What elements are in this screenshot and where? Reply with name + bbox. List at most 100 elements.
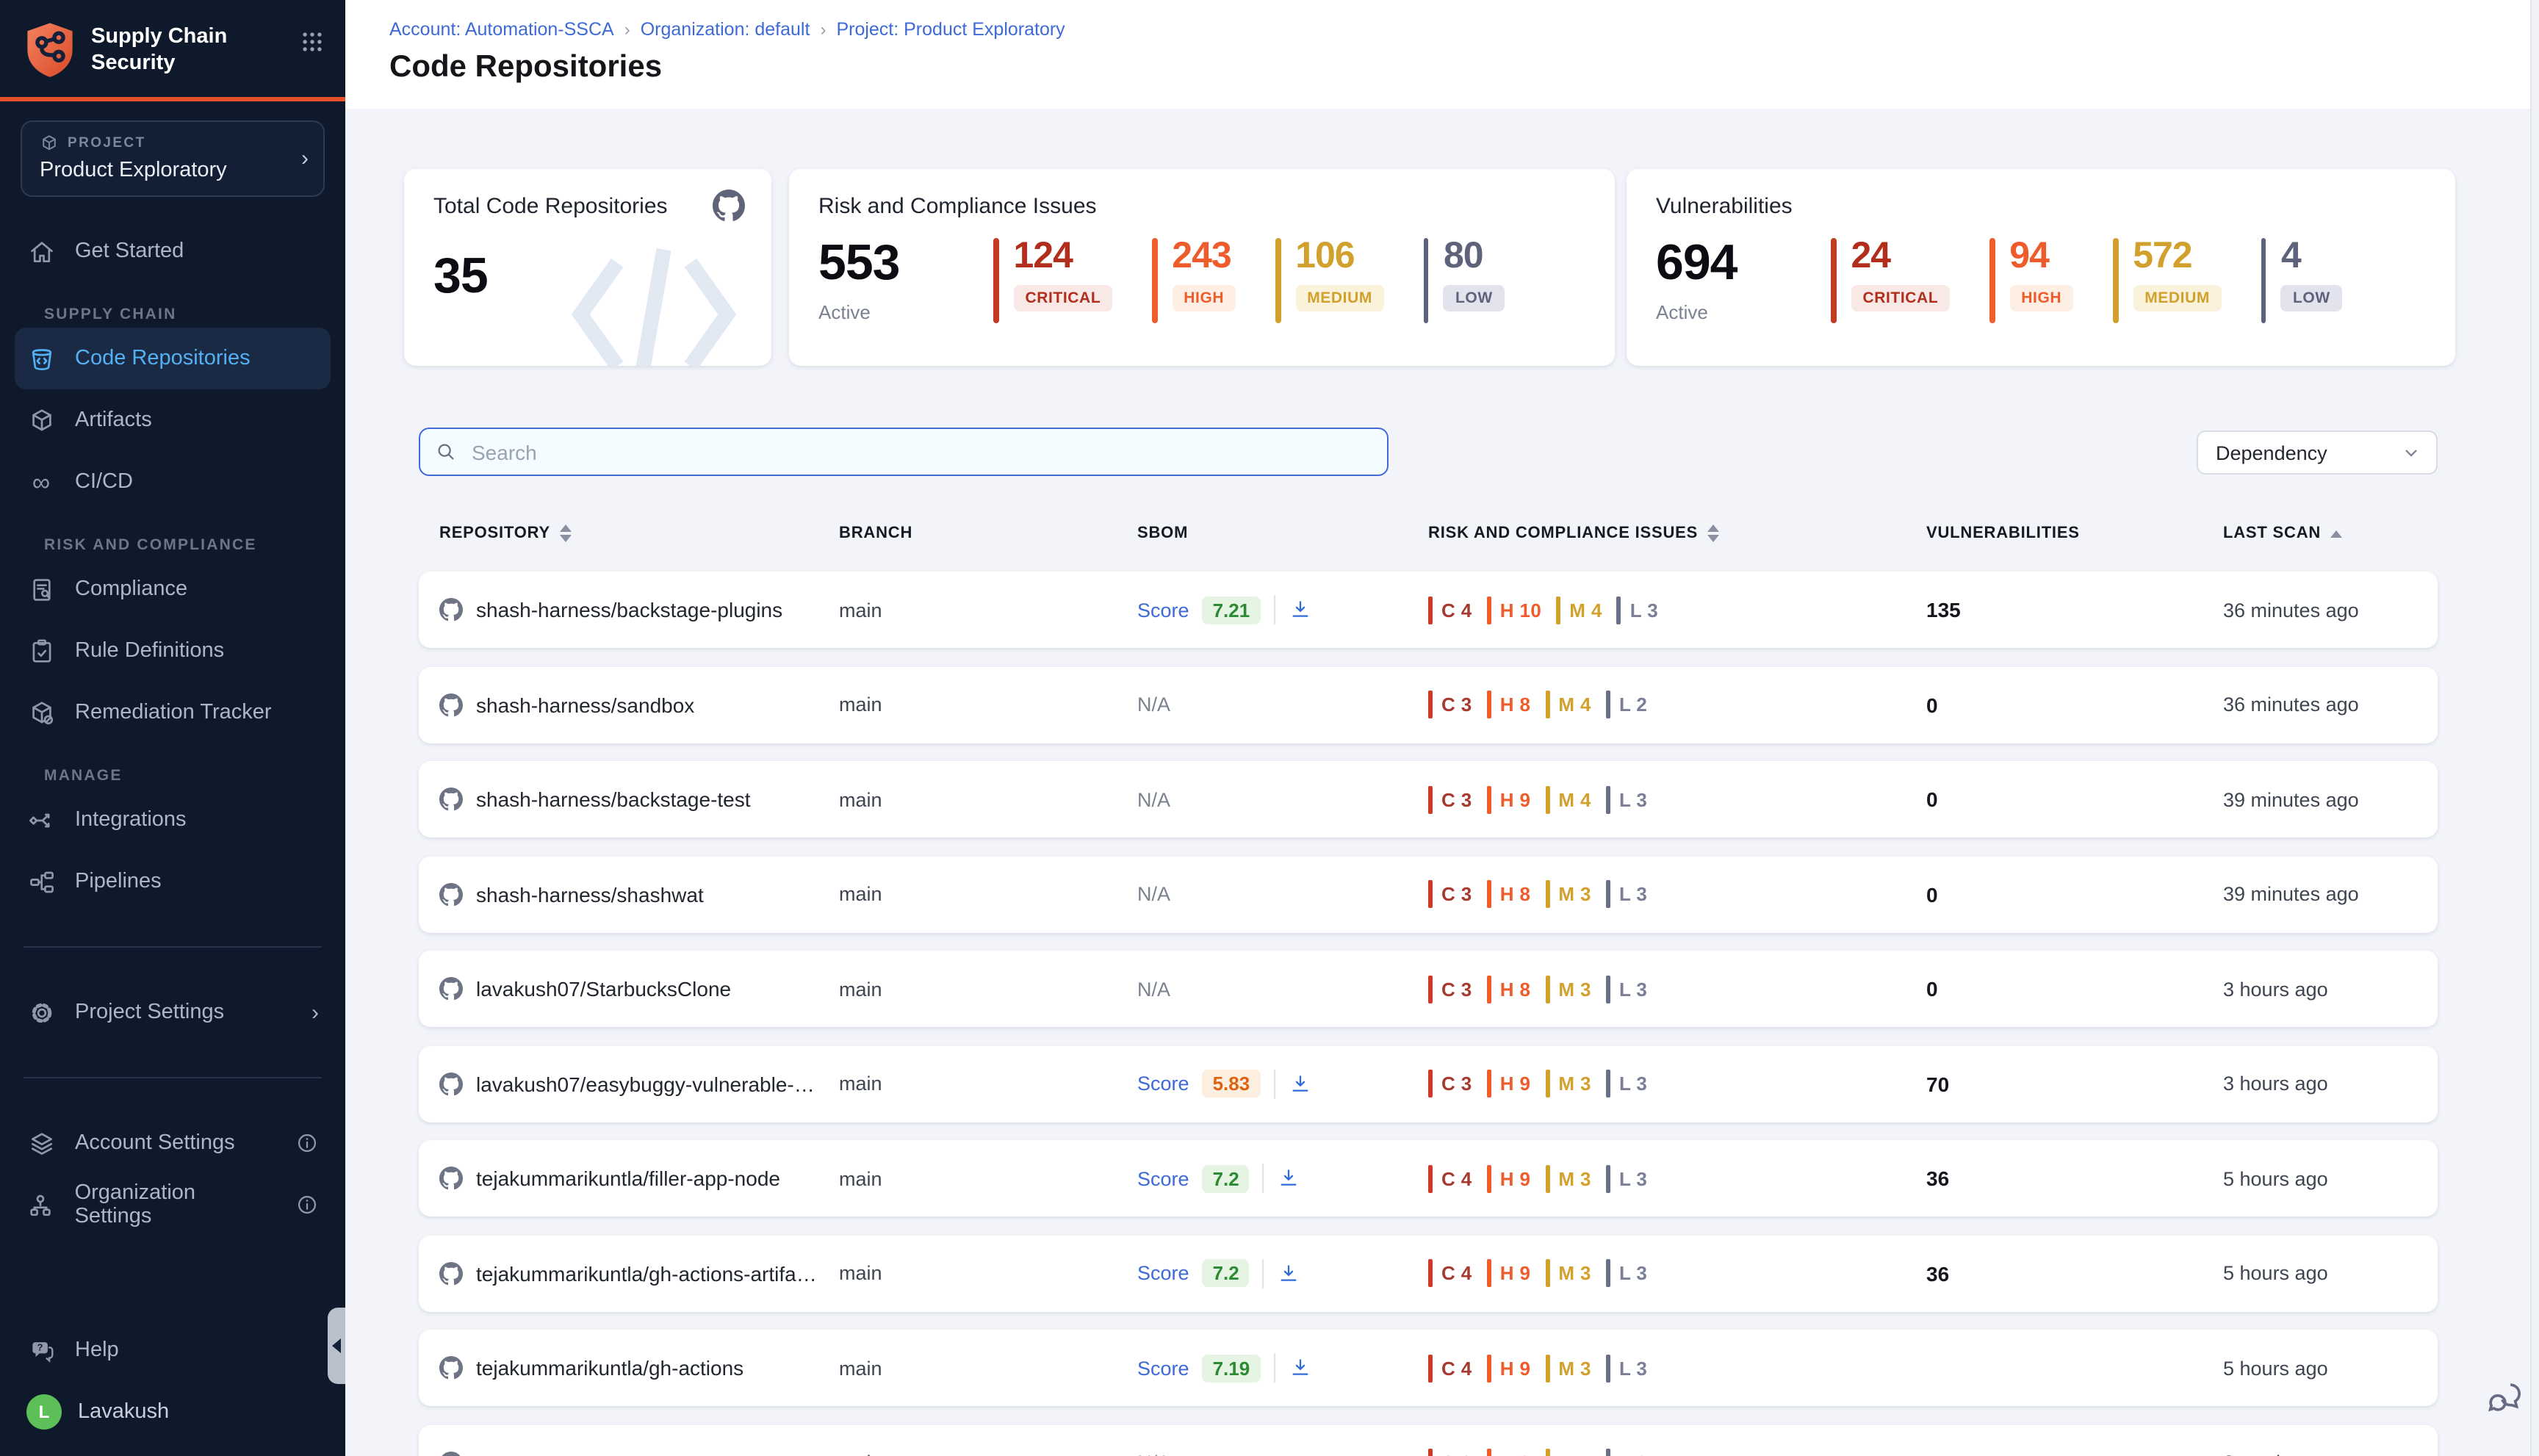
- repository-name[interactable]: shash-harness/backstage-test: [476, 788, 751, 811]
- risk-chip-high: H 9: [1487, 785, 1531, 813]
- download-sbom-icon[interactable]: [1288, 598, 1311, 621]
- repository-cell[interactable]: shash-harness/backstage-test: [439, 788, 839, 811]
- repository-cell[interactable]: shash-harness/sandbox: [439, 693, 839, 716]
- severity-badge: CRITICAL: [1851, 285, 1950, 311]
- repository-cell[interactable]: lavakush07/argocd-hub-spoke-demo: [439, 1451, 839, 1456]
- download-sbom-icon[interactable]: [1288, 1072, 1311, 1095]
- sidebar-item-rule-definitions[interactable]: Rule Definitions: [0, 620, 345, 682]
- sidebar-item-compliance[interactable]: Compliance: [0, 558, 345, 620]
- user-name: Lavakush: [78, 1400, 169, 1424]
- table-row[interactable]: shash-harness/backstage-plugins main Sco…: [419, 572, 2438, 648]
- sidebar-item-help[interactable]: ? Help: [0, 1319, 345, 1381]
- breadcrumb-link[interactable]: Organization: default: [641, 19, 810, 40]
- brand-accent-line: [0, 97, 345, 101]
- breadcrumb-link[interactable]: Account: Automation-SSCA: [389, 19, 614, 40]
- severity-critical: 124 CRITICAL: [993, 238, 1112, 323]
- repository-cell[interactable]: tejakummarikuntla/filler-app-node: [439, 1167, 839, 1190]
- risk-chip-low: L 3: [1606, 1354, 1647, 1382]
- repository-cell[interactable]: lavakush07/easybuggy-vulnerable-app...: [439, 1072, 839, 1095]
- breadcrumb: Account: Automation-SSCA›Organization: d…: [389, 19, 2539, 40]
- repository-name[interactable]: lavakush07/argocd-hub-spoke-demo: [476, 1451, 810, 1456]
- sidebar-item-code-repositories[interactable]: Code Repositories: [15, 328, 331, 389]
- repository-name[interactable]: shash-harness/shashwat: [476, 882, 704, 906]
- info-icon: [295, 1193, 319, 1217]
- sidebar-item-pipelines[interactable]: Pipelines: [0, 851, 345, 912]
- risk-chip-medium: M 4: [1556, 596, 1602, 624]
- sbom-cell: Score 7.21: [1137, 595, 1428, 624]
- repository-name[interactable]: lavakush07/easybuggy-vulnerable-app...: [476, 1072, 821, 1095]
- sbom-score-link[interactable]: Score: [1137, 1073, 1189, 1095]
- repository-name[interactable]: tejakummarikuntla/gh-actions-artifacts: [476, 1261, 821, 1285]
- github-icon: [439, 598, 463, 621]
- risk-chip-value: L 3: [1619, 1167, 1647, 1189]
- dependency-dropdown[interactable]: Dependency: [2197, 430, 2438, 475]
- repository-name[interactable]: shash-harness/backstage-plugins: [476, 598, 782, 621]
- table-row[interactable]: lavakush07/argocd-hub-spoke-demo main N/…: [419, 1424, 2438, 1456]
- repository-name[interactable]: shash-harness/sandbox: [476, 693, 694, 716]
- risk-chip-low: L 3: [1606, 785, 1647, 813]
- info-icon: [295, 1131, 319, 1155]
- sbom-score-link[interactable]: Score: [1137, 1167, 1189, 1189]
- page-header: Account: Automation-SSCA›Organization: d…: [345, 0, 2539, 109]
- download-sbom-icon[interactable]: [1278, 1261, 1301, 1285]
- risk-chip-value: H 9: [1500, 1452, 1531, 1456]
- repository-name[interactable]: tejakummarikuntla/gh-actions: [476, 1356, 743, 1380]
- repository-cell[interactable]: shash-harness/shashwat: [439, 882, 839, 906]
- repository-cell[interactable]: shash-harness/backstage-plugins: [439, 598, 839, 621]
- code-repo-icon: [26, 345, 56, 372]
- repository-cell[interactable]: lavakush07/StarbucksClone: [439, 977, 839, 1001]
- column-header-last-scan[interactable]: LAST SCAN: [2223, 525, 2438, 542]
- sort-icon[interactable]: [559, 525, 571, 542]
- repository-cell[interactable]: tejakummarikuntla/gh-actions: [439, 1356, 839, 1380]
- divider: [1263, 1164, 1264, 1193]
- sidebar-item-get-started[interactable]: Get Started: [0, 220, 345, 282]
- search-input[interactable]: [469, 439, 1372, 465]
- table-row[interactable]: tejakummarikuntla/gh-actions main Score …: [419, 1330, 2438, 1406]
- vulnerabilities-cell: 135: [1926, 598, 2223, 621]
- risk-chip-medium: M 3: [1545, 1354, 1591, 1382]
- sidebar-item-account-settings[interactable]: Account Settings: [0, 1112, 345, 1174]
- risk-chip-medium: M 3: [1545, 880, 1591, 908]
- severity-bar: [993, 238, 998, 323]
- sidebar-item-artifacts[interactable]: Artifacts: [0, 389, 345, 451]
- column-header-repository[interactable]: REPOSITORY: [439, 525, 839, 542]
- download-sbom-icon[interactable]: [1288, 1356, 1311, 1380]
- breadcrumb-link[interactable]: Project: Product Exploratory: [836, 19, 1065, 40]
- table-row[interactable]: lavakush07/StarbucksClone main N/A C 3 H…: [419, 951, 2438, 1027]
- download-sbom-icon[interactable]: [1278, 1167, 1301, 1190]
- risk-chip-value: C 3: [1441, 978, 1472, 1000]
- severity-count: 572: [2133, 235, 2192, 276]
- app-title: Supply Chain Security: [91, 21, 285, 77]
- user-menu[interactable]: L Lavakush: [0, 1381, 345, 1447]
- table-row[interactable]: shash-harness/backstage-test main N/A C …: [419, 761, 2438, 837]
- table-row[interactable]: tejakummarikuntla/gh-actions-artifacts m…: [419, 1235, 2438, 1311]
- severity-bar: [1606, 880, 1610, 908]
- column-header-risk-and-compliance-issues[interactable]: RISK AND COMPLIANCE ISSUES: [1428, 525, 1926, 542]
- sidebar-item-organization-settings[interactable]: Organization Settings: [0, 1174, 345, 1236]
- severity-bar: [1606, 785, 1610, 813]
- app-switcher-grid-icon[interactable]: [300, 29, 325, 62]
- sbom-score-link[interactable]: Score: [1137, 1357, 1189, 1379]
- repository-name[interactable]: lavakush07/StarbucksClone: [476, 977, 731, 1001]
- table-row[interactable]: shash-harness/shashwat main N/A C 3 H 8 …: [419, 856, 2438, 932]
- risk-chip-value: L 3: [1630, 599, 1658, 621]
- sidebar-item-label: Organization Settings: [75, 1181, 276, 1228]
- project-selector[interactable]: PROJECT Product Exploratory ›: [21, 120, 325, 197]
- repository-cell[interactable]: tejakummarikuntla/gh-actions-artifacts: [439, 1261, 839, 1285]
- sidebar-item-ci-cd[interactable]: ∞CI/CD: [0, 451, 345, 513]
- sidebar-collapse-handle[interactable]: [328, 1308, 345, 1384]
- table-row[interactable]: lavakush07/easybuggy-vulnerable-app... m…: [419, 1045, 2438, 1122]
- sbom-score-link[interactable]: Score: [1137, 1262, 1189, 1284]
- table-row[interactable]: tejakummarikuntla/filler-app-node main S…: [419, 1140, 2438, 1217]
- sort-icon[interactable]: [1707, 525, 1718, 542]
- repository-name[interactable]: tejakummarikuntla/filler-app-node: [476, 1167, 780, 1190]
- table-row[interactable]: shash-harness/sandbox main N/A C 3 H 8 M…: [419, 666, 2438, 743]
- sort-asc-icon[interactable]: [2330, 530, 2341, 537]
- sidebar-item-project-settings[interactable]: Project Settings ›: [0, 981, 345, 1043]
- sidebar-item-remediation-tracker[interactable]: Remediation Tracker: [0, 682, 345, 743]
- sidebar-item-integrations[interactable]: Integrations: [0, 789, 345, 851]
- severity-bar: [1989, 238, 1995, 323]
- scrollbar[interactable]: [2530, 0, 2539, 1456]
- sbom-score-link[interactable]: Score: [1137, 599, 1189, 621]
- chat-widget-icon[interactable]: [2486, 1378, 2524, 1424]
